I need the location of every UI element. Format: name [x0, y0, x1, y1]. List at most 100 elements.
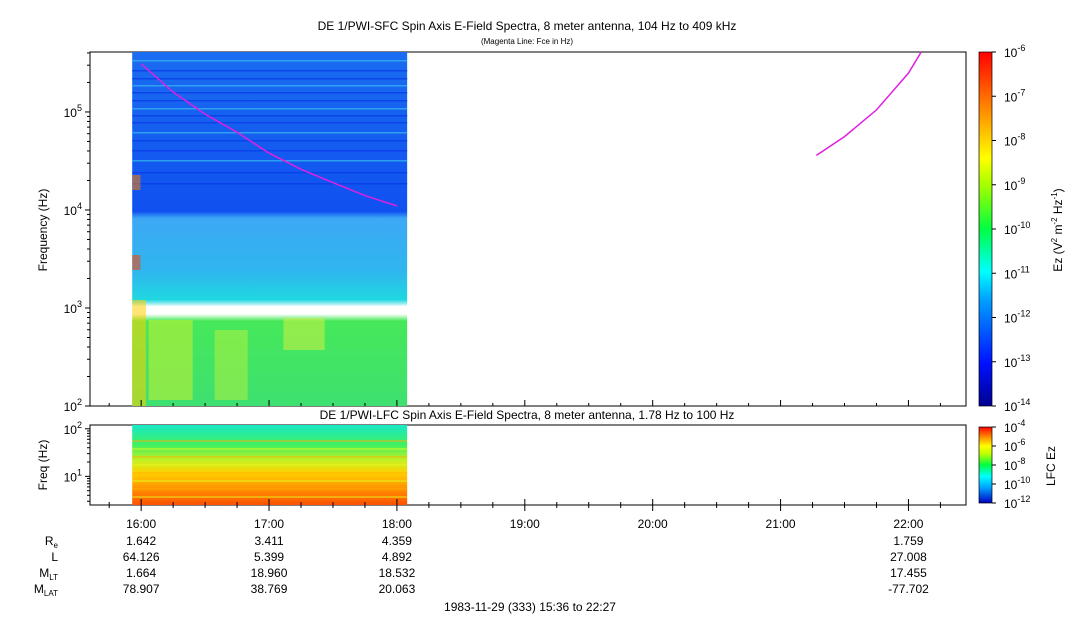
ephemeris-value: 18.532	[379, 566, 416, 580]
sfc-fce-lines	[140, 51, 922, 207]
sfc-colorbar-tick-label: 10-14	[1004, 397, 1030, 414]
lfc-panel: 101 102 Freq (Hz)	[36, 420, 967, 506]
sfc-streak	[132, 85, 408, 87]
lfc-colorbar-tick-label: 10-10	[1004, 475, 1030, 492]
lfc-y-tick-label: 102	[64, 420, 82, 437]
sfc-data-gap	[132, 305, 408, 311]
lfc-band	[132, 456, 408, 458]
ephemeris-value: 18.960	[251, 566, 288, 580]
time-tick-label: 21:00	[766, 517, 796, 531]
sfc-colorbar-tick-label: 10-7	[1004, 87, 1025, 104]
sfc-colorbar-gradient	[978, 51, 993, 407]
sfc-colorbar-tick-label: 10-6	[1004, 43, 1025, 60]
sfc-colorbar: 10-6 10-7 10-8 10-9 10-10 10-11 10-12 10-13 10-1…	[978, 43, 1065, 414]
time-axis: 16:00 17:00 18:00 19:00 20:00 21:00 22:00	[108, 400, 941, 531]
lfc-band	[132, 448, 408, 450]
ephemeris-row-label: MLAT	[34, 582, 58, 598]
ephemeris-row-label: L	[51, 550, 58, 564]
time-tick-label: 17:00	[254, 517, 284, 531]
ephemeris-row-label: Re	[45, 534, 59, 550]
sfc-panel: 102 103 104 105 Frequency (Hz)	[36, 51, 967, 414]
sfc-streak	[132, 150, 408, 152]
ephemeris-value: 1.642	[126, 534, 156, 548]
sfc-y-tick-label: 104	[64, 201, 82, 218]
sfc-y-axis: 102 103 104 105	[64, 52, 90, 414]
sfc-spectrogram	[132, 52, 408, 406]
lfc-spectrogram	[132, 425, 408, 505]
lfc-y-axis: 101 102	[64, 420, 90, 502]
ephemeris-value: 20.063	[379, 582, 416, 596]
fce-line-2	[815, 51, 922, 157]
ephemeris-value: 27.008	[890, 550, 927, 564]
time-tick-label: 20:00	[638, 517, 668, 531]
sfc-subtitle: (Magenta Line: Fce in Hz)	[481, 37, 573, 46]
sfc-y-label: Frequency (Hz)	[36, 189, 50, 272]
lfc-colorbar-tick-label: 10-12	[1004, 494, 1030, 511]
sfc-streak	[132, 70, 408, 72]
ephemeris-value: 4.359	[382, 534, 412, 548]
sfc-intensity-patch	[132, 175, 141, 190]
ephemeris-value: 5.399	[254, 550, 284, 564]
sfc-streak	[132, 92, 408, 94]
lfc-colorbar-tick-label: 10-4	[1004, 418, 1025, 435]
sfc-title: DE 1/PWI-SFC Spin Axis E-Field Spectra, …	[318, 19, 737, 33]
ephemeris-value: 64.126	[123, 550, 160, 564]
sfc-streak	[132, 132, 408, 134]
time-tick-label: 22:00	[893, 517, 923, 531]
sfc-streak	[132, 160, 408, 162]
lfc-spectrogram-fill	[132, 425, 408, 505]
sfc-intensity-patch	[283, 318, 325, 350]
sfc-streak	[132, 60, 408, 62]
sfc-colorbar-tick-label: 10-12	[1004, 309, 1030, 326]
ephemeris-value: 1.759	[893, 534, 923, 548]
sfc-colorbar-tick-label: 10-10	[1004, 220, 1030, 237]
sfc-streak	[132, 108, 408, 110]
lfc-band	[132, 440, 408, 442]
sfc-colorbar-label: Ez (V2 m-2 Hz-1)	[1050, 188, 1065, 271]
ephemeris-value: 3.411	[254, 534, 283, 548]
lfc-band	[132, 480, 408, 482]
lfc-band	[132, 488, 408, 490]
lfc-title: DE 1/PWI-LFC Spin Axis E-Field Spectra, …	[320, 408, 735, 422]
ephemeris-row-label: MLT	[39, 566, 58, 582]
sfc-colorbar-tick-label: 10-8	[1004, 132, 1025, 149]
ephemeris-value: -77.702	[888, 582, 929, 596]
lfc-colorbar-tick-label: 10-8	[1004, 456, 1025, 473]
sfc-colorbar-tick-label: 10-11	[1004, 264, 1030, 281]
ephemeris-value: 4.892	[382, 550, 412, 564]
ephemeris-value: 78.907	[123, 582, 160, 596]
footer-timerange: 1983-11-29 (333) 15:36 to 22:27	[444, 600, 616, 614]
lfc-band	[132, 464, 408, 466]
sfc-y-tick-label: 105	[64, 103, 82, 120]
sfc-intensity-patch	[132, 300, 146, 406]
time-tick-label: 19:00	[510, 517, 540, 531]
sfc-colorbar-tick-label: 10-13	[1004, 353, 1030, 370]
sfc-streak	[132, 183, 408, 185]
sfc-colorbar-tick-label: 10-9	[1004, 176, 1025, 193]
sfc-y-tick-label: 103	[64, 299, 82, 316]
sfc-streak	[132, 100, 408, 102]
sfc-streak	[132, 115, 408, 117]
sfc-streak	[132, 122, 408, 124]
sfc-streak	[132, 172, 408, 174]
sfc-y-tick-label: 102	[64, 397, 82, 414]
lfc-band	[132, 472, 408, 474]
sfc-streak	[132, 78, 408, 80]
ephemeris-value: 17.455	[890, 566, 927, 580]
lfc-y-tick-label: 101	[64, 467, 82, 484]
time-tick-label: 16:00	[126, 517, 156, 531]
lfc-y-label: Freq (Hz)	[36, 440, 50, 491]
lfc-colorbar: 10-4 10-6 10-8 10-10 10-12 LFC Ez	[978, 418, 1058, 511]
ephemeris-value: 1.664	[126, 566, 156, 580]
sfc-streak	[132, 140, 408, 142]
lfc-band	[132, 496, 408, 498]
time-tick-label: 18:00	[382, 517, 412, 531]
fce-line-1	[140, 63, 398, 207]
sfc-intensity-patch	[214, 330, 248, 400]
lfc-colorbar-label: LFC Ez	[1044, 446, 1058, 486]
ephemeris-value: 38.769	[251, 582, 288, 596]
sfc-intensity-patch	[132, 255, 141, 270]
lfc-colorbar-tick-label: 10-6	[1004, 437, 1025, 454]
